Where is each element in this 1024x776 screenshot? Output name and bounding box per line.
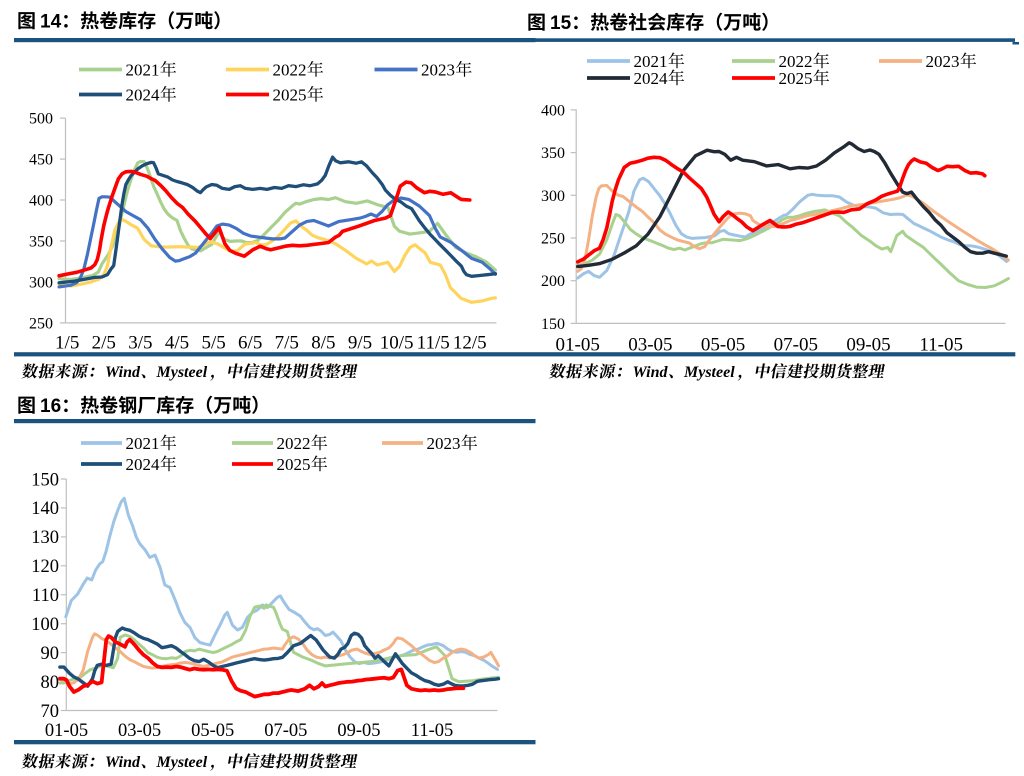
svg-text:11-05: 11-05 (919, 335, 963, 356)
svg-text:Wind: Wind (633, 364, 669, 381)
svg-text:2023: 2023 (926, 52, 960, 71)
svg-text:2023: 2023 (421, 61, 455, 80)
svg-text:Mysteel: Mysteel (156, 364, 208, 381)
svg-text:7/5: 7/5 (275, 333, 299, 354)
svg-text:5/5: 5/5 (201, 333, 225, 354)
svg-text:Mysteel: Mysteel (683, 364, 735, 381)
svg-text:2021: 2021 (634, 52, 668, 71)
svg-text:2024: 2024 (126, 86, 161, 105)
svg-text:12/5: 12/5 (453, 333, 487, 354)
svg-text:450: 450 (29, 152, 53, 169)
svg-text:130: 130 (31, 528, 59, 548)
svg-text:300: 300 (541, 188, 565, 205)
svg-text:01-05: 01-05 (45, 721, 88, 741)
svg-text:400: 400 (541, 102, 565, 119)
svg-text:70: 70 (41, 702, 60, 722)
svg-text:110: 110 (32, 586, 59, 606)
svg-text:11-05: 11-05 (411, 721, 453, 741)
svg-text:2022: 2022 (273, 61, 307, 80)
svg-text:03-05: 03-05 (628, 335, 672, 356)
svg-text:05-05: 05-05 (191, 721, 234, 741)
svg-text:11/5: 11/5 (417, 333, 450, 354)
svg-text:2021: 2021 (126, 434, 160, 453)
svg-text:Wind: Wind (105, 364, 141, 381)
svg-text:05-05: 05-05 (701, 335, 745, 356)
svg-text:Wind: Wind (105, 754, 141, 771)
svg-text:100: 100 (31, 615, 59, 635)
svg-text:01-05: 01-05 (556, 335, 600, 356)
svg-text:2024: 2024 (126, 455, 161, 474)
svg-text:2023: 2023 (427, 434, 461, 453)
svg-text:150: 150 (541, 316, 565, 333)
svg-text:200: 200 (541, 273, 565, 290)
svg-text:8/5: 8/5 (311, 333, 335, 354)
svg-text:09-05: 09-05 (846, 335, 890, 356)
svg-text:03-05: 03-05 (118, 721, 161, 741)
svg-text:300: 300 (29, 274, 53, 291)
svg-text:07-05: 07-05 (264, 721, 307, 741)
svg-text:Mysteel: Mysteel (156, 754, 208, 771)
svg-text:120: 120 (31, 557, 59, 577)
svg-text:2022: 2022 (779, 52, 813, 71)
svg-text:16: 16 (40, 396, 61, 417)
svg-text:2025: 2025 (273, 86, 307, 105)
svg-text:2/5: 2/5 (92, 333, 116, 354)
svg-text:350: 350 (541, 145, 565, 162)
svg-text:2021: 2021 (126, 61, 160, 80)
svg-text:2022: 2022 (277, 434, 311, 453)
svg-text:09-05: 09-05 (337, 721, 380, 741)
svg-text:14: 14 (40, 12, 62, 33)
svg-text:15: 15 (550, 13, 572, 34)
svg-text:90: 90 (41, 644, 60, 664)
svg-text:9/5: 9/5 (348, 333, 372, 354)
svg-text:4/5: 4/5 (165, 333, 189, 354)
svg-text:2024: 2024 (634, 69, 669, 88)
svg-text:1/5: 1/5 (55, 333, 79, 354)
svg-text:2025: 2025 (277, 455, 311, 474)
svg-text:10/5: 10/5 (380, 333, 414, 354)
svg-text:150: 150 (31, 470, 59, 490)
svg-text:3/5: 3/5 (128, 333, 152, 354)
svg-text:2025: 2025 (779, 69, 813, 88)
svg-text:350: 350 (29, 233, 53, 250)
svg-text:80: 80 (41, 673, 60, 693)
svg-text:400: 400 (29, 192, 53, 209)
svg-text:07-05: 07-05 (774, 335, 818, 356)
svg-text:250: 250 (29, 315, 53, 332)
svg-text:140: 140 (31, 499, 59, 519)
svg-text:250: 250 (541, 231, 565, 248)
svg-text:6/5: 6/5 (238, 333, 262, 354)
svg-text:500: 500 (29, 111, 53, 128)
